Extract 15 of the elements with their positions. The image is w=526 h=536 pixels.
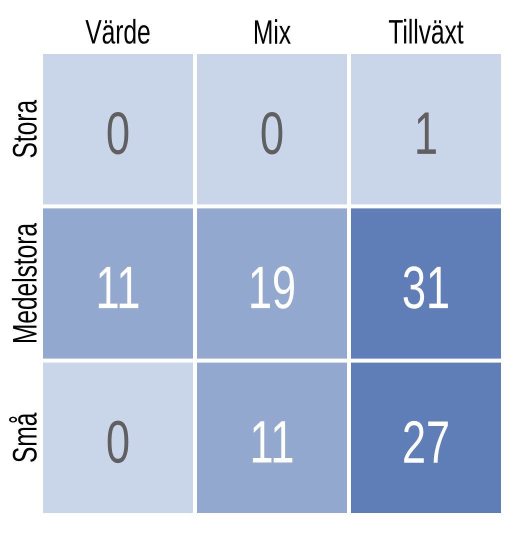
x-tick-label: Tillväxt [388, 18, 464, 44]
x-tick-label: Mix [254, 19, 291, 44]
y-tick-label: Stora [12, 100, 37, 158]
data-label: 19 [251, 266, 294, 309]
data-label: 31 [404, 266, 448, 309]
data-label: 11 [252, 421, 292, 462]
data-label: 27 [404, 420, 448, 463]
y-tick-label: Små [9, 412, 37, 462]
data-label: 11 [98, 266, 138, 308]
data-label: 0 [108, 112, 128, 154]
x-tick-label: Värde [85, 18, 150, 44]
y-tick-label: Medelstora [12, 222, 37, 342]
data-label: 1 [417, 112, 436, 154]
data-label: 0 [108, 420, 128, 464]
data-label: 0 [262, 112, 282, 154]
